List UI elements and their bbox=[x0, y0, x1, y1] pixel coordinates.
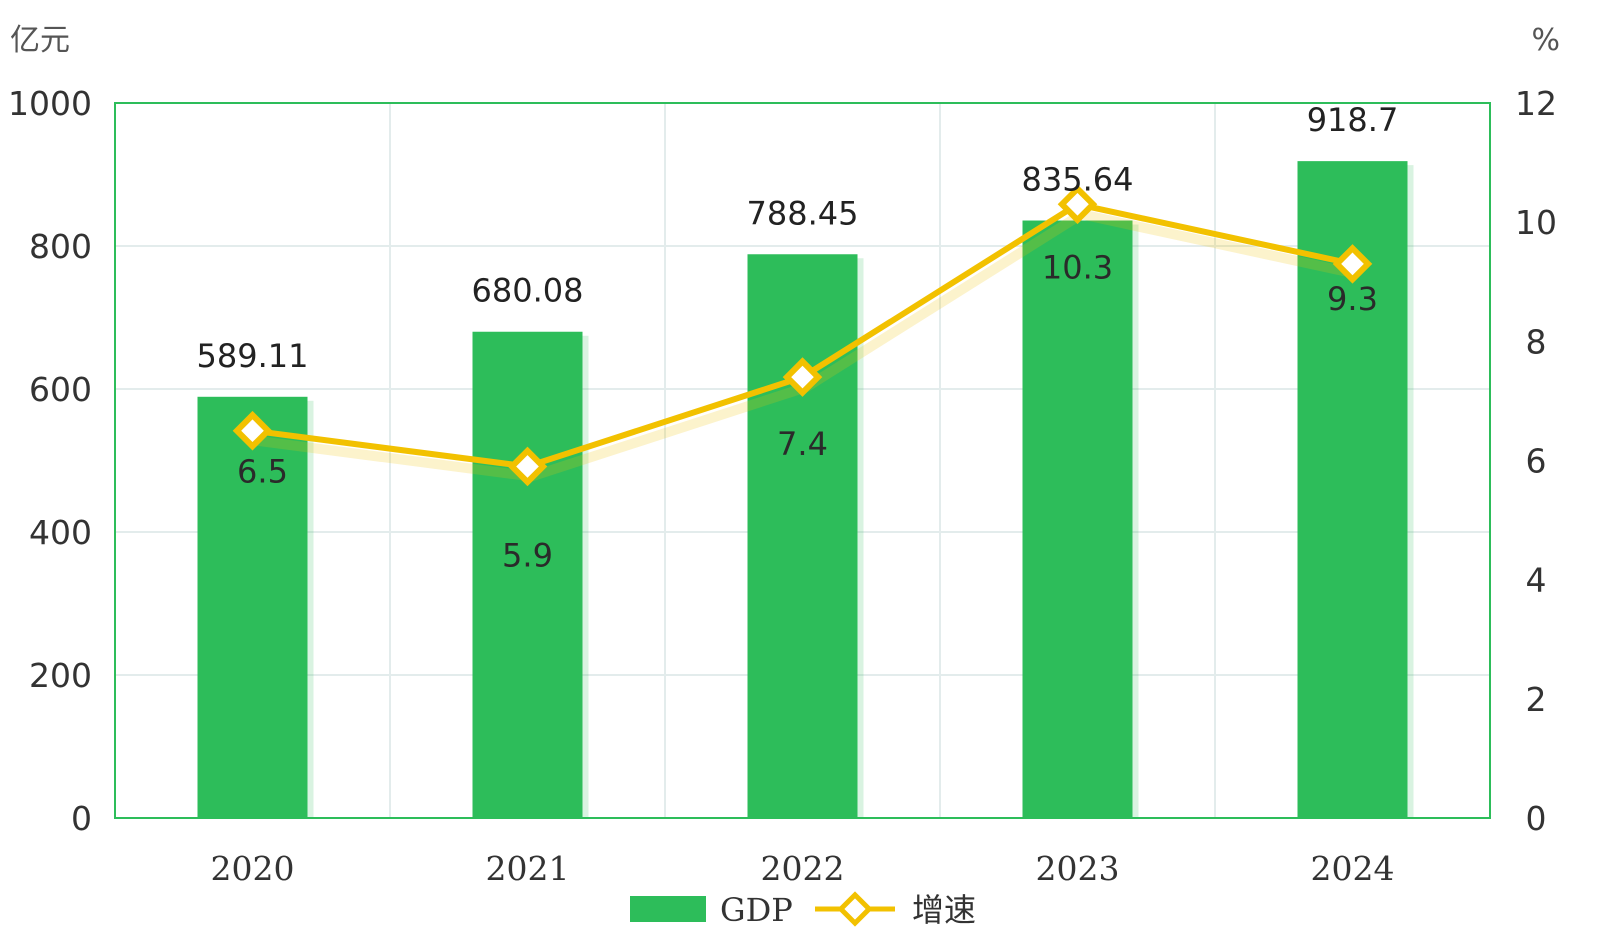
gdp-bar bbox=[1022, 220, 1133, 818]
gdp-value-label: 589.11 bbox=[197, 337, 309, 375]
gdp-value-label: 918.7 bbox=[1307, 101, 1399, 139]
growth-value-label: 10.3 bbox=[1042, 248, 1113, 286]
left-axis-tick-label: 0 bbox=[71, 799, 92, 838]
legend-gdp-label: GDP bbox=[720, 891, 793, 929]
x-axis-tick-label: 2024 bbox=[1311, 849, 1395, 888]
left-axis-ticks: 0 200 400 600 800 1000 bbox=[8, 84, 92, 838]
left-axis-tick-label: 1000 bbox=[8, 84, 92, 123]
left-axis-unit: 亿元 bbox=[10, 23, 70, 58]
gdp-value-label: 835.64 bbox=[1022, 161, 1134, 199]
left-axis-tick-label: 200 bbox=[29, 656, 92, 695]
legend-growth-label: 增速 bbox=[912, 891, 976, 929]
growth-marker bbox=[1332, 244, 1373, 284]
x-axis-tick-label: 2023 bbox=[1036, 849, 1120, 888]
growth-marker bbox=[507, 446, 548, 487]
right-axis-tick-label: 2 bbox=[1526, 680, 1547, 719]
bars bbox=[197, 161, 1414, 819]
right-axis-tick-label: 8 bbox=[1526, 322, 1547, 361]
growth-marker bbox=[782, 357, 823, 397]
left-axis-tick-label: 600 bbox=[29, 370, 92, 409]
legend-growth-marker bbox=[837, 891, 873, 927]
x-axis-tick-label: 2020 bbox=[211, 849, 295, 888]
x-axis-labels: 2020 2021 2022 2023 2024 bbox=[211, 849, 1395, 888]
gdp-value-label: 788.45 bbox=[747, 194, 859, 232]
gdp-bar bbox=[197, 396, 308, 818]
legend-gdp-swatch bbox=[630, 896, 706, 922]
gdp-bar bbox=[472, 331, 583, 818]
gdp-bar bbox=[747, 254, 858, 819]
right-axis-ticks: 0 2 4 6 8 10 12 bbox=[1515, 84, 1557, 838]
growth-value-label: 6.5 bbox=[237, 453, 288, 491]
left-axis-tick-label: 800 bbox=[29, 227, 92, 266]
right-axis-tick-label: 6 bbox=[1526, 442, 1547, 481]
growth-value-label: 5.9 bbox=[502, 536, 553, 574]
right-axis-tick-label: 4 bbox=[1526, 561, 1547, 600]
right-axis-tick-label: 0 bbox=[1526, 799, 1547, 838]
growth-line bbox=[232, 184, 1373, 487]
x-axis-tick-label: 2021 bbox=[486, 849, 570, 888]
gdp-value-label: 680.08 bbox=[472, 272, 584, 310]
x-axis-tick-label: 2022 bbox=[761, 849, 845, 888]
data-labels: 589.11 680.08 788.45 835.64 918.7 6.5 5.9 7.4 10… bbox=[197, 101, 1399, 574]
growth-marker bbox=[232, 410, 273, 451]
right-axis-tick-label: 10 bbox=[1515, 203, 1557, 242]
growth-marker bbox=[1057, 184, 1098, 225]
right-axis-tick-label: 12 bbox=[1515, 84, 1557, 123]
right-axis-unit: % bbox=[1531, 23, 1560, 58]
legend: GDP 增速 bbox=[630, 891, 976, 929]
left-axis-tick-label: 400 bbox=[29, 513, 92, 552]
growth-value-label: 9.3 bbox=[1327, 280, 1378, 318]
growth-value-label: 7.4 bbox=[777, 425, 828, 463]
